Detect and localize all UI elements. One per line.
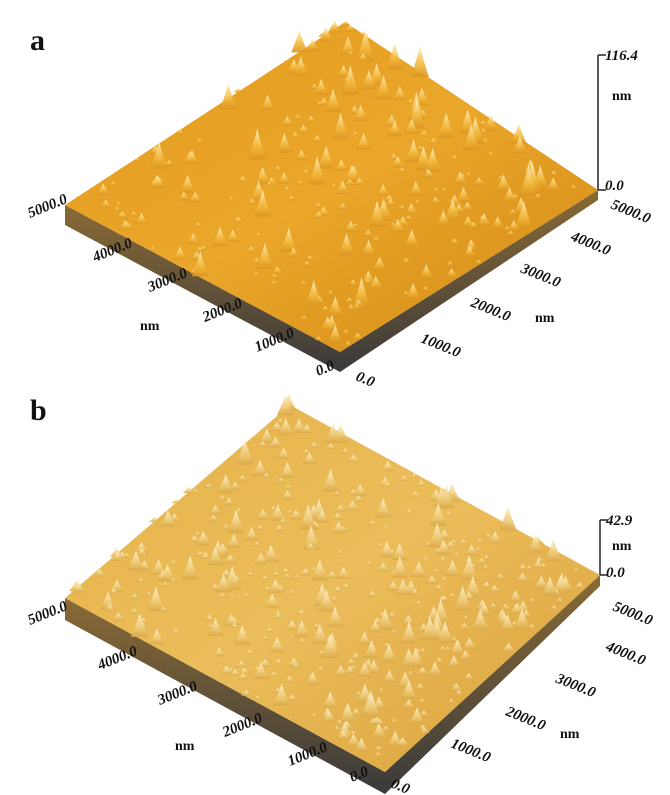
right-tick-label: 1000.0 [449,736,494,766]
z-max: 116.4 [605,48,638,64]
right-tick-label: 1000.0 [419,331,464,361]
z-min: 0.0 [606,565,625,581]
right-tick-label: 4000.0 [603,638,649,669]
right-tick-label: 3000.0 [518,260,564,291]
right-tick-label: 2000.0 [468,294,514,325]
surface-peak [291,30,307,52]
surface-peak [411,45,429,77]
z-max: 42.9 [605,513,633,529]
right-axis-unit: nm [535,311,555,326]
left-tick-label: 3000.0 [155,678,201,709]
left-axis-unit: nm [140,319,160,334]
panel-label: b [30,394,47,427]
right-tick-label: 5000.0 [609,197,654,227]
z-unit: nm [612,89,632,104]
surface-peak [499,506,517,531]
left-tick-label: 5000.0 [26,598,71,628]
z-unit: nm [612,539,632,554]
right-tick-label: 5000.0 [611,599,656,629]
afm-panel: b42.9nm0.05000.04000.03000.02000.01000.0… [26,393,656,795]
right-tick-label: 0.0 [354,369,378,391]
right-tick-label: 3000.0 [553,670,599,701]
left-axis-unit: nm [175,739,195,754]
right-tick-label: 4000.0 [568,228,614,259]
right-axis-unit: nm [560,727,580,742]
right-tick-label: 2000.0 [503,703,549,734]
left-tick-label: 5000.0 [26,191,71,221]
z-min: 0.0 [605,178,624,194]
surface-peak [342,21,350,25]
panel-label: a [30,24,45,57]
figure: a116.4nm0.05000.04000.03000.02000.01000.… [0,0,670,795]
